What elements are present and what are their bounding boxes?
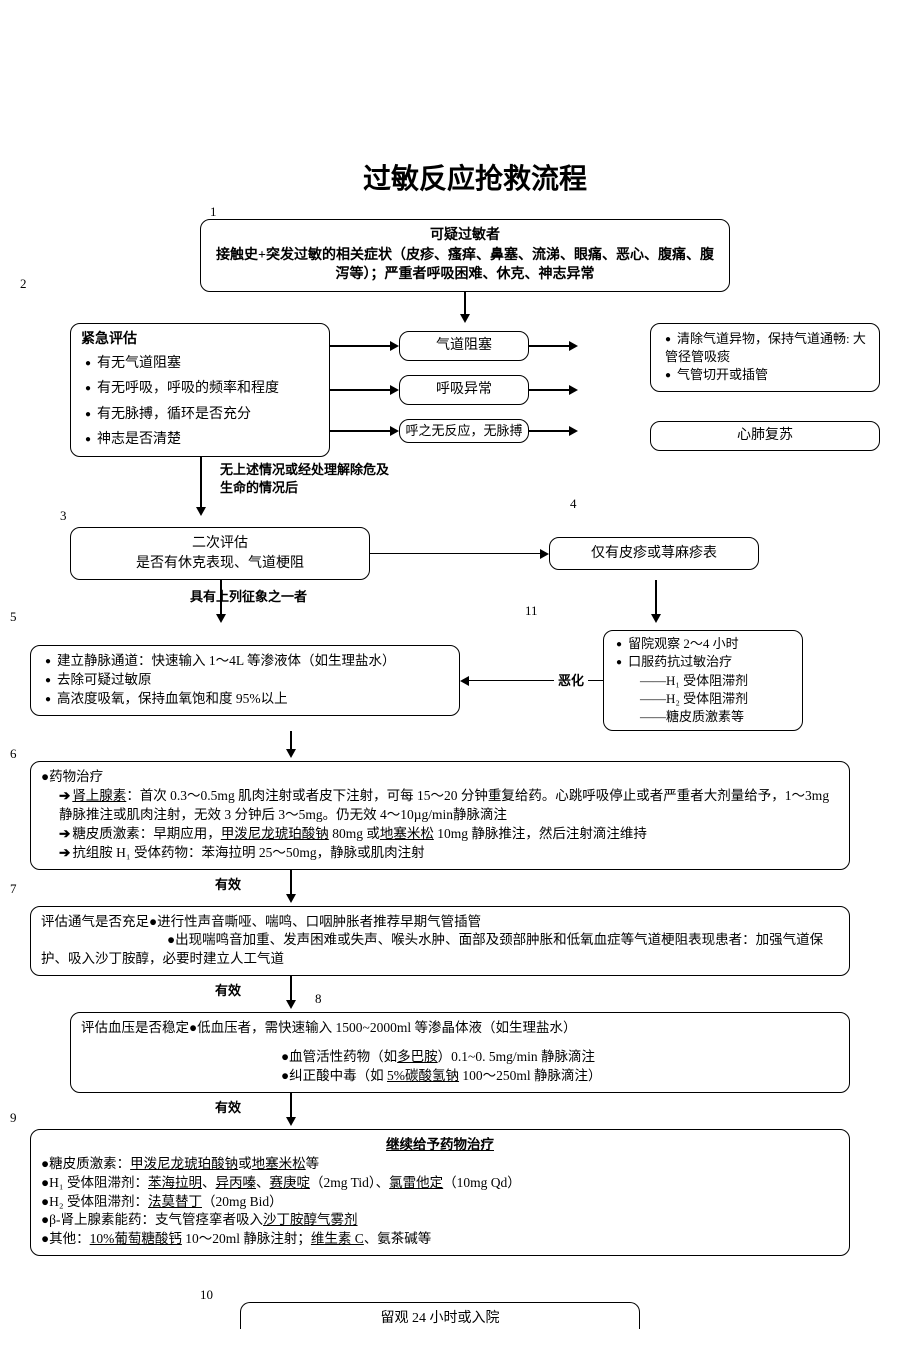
urgent-eval-item: 有无气道阻塞 <box>85 354 319 374</box>
c-li2-pre: H₁ 受体阻滞剂： <box>49 1175 148 1190</box>
bp-i3-u: 5%碳酸氢钠 <box>387 1068 459 1083</box>
iv-item: 建立静脉通道：快速输入 1～4L 等渗液体（如生理盐水） <box>45 652 449 671</box>
c-li3-post: （20mg Bid） <box>202 1194 283 1209</box>
num-5: 5 <box>10 608 17 626</box>
num-2: 2 <box>20 275 27 293</box>
urgent-eval-item: 有无呼吸，呼吸的频率和程度 <box>85 379 319 399</box>
box-continue-drug: 继续给予药物治疗 ●糖皮质激素：甲泼尼龙琥珀酸钠或地塞米松等 ●H₁ 受体阻滞剂… <box>30 1129 850 1256</box>
box-iv-o2: 建立静脉通道：快速输入 1～4L 等渗液体（如生理盐水） 去除可疑过敏原 高浓度… <box>30 645 460 716</box>
c-li1-u1: 甲泼尼龙琥珀酸钠 <box>130 1156 238 1171</box>
num-11: 11 <box>525 602 538 620</box>
airway-action-item: 气管切开或插管 <box>665 366 869 384</box>
box-urgent-eval: 紧急评估 有无气道阻塞 有无呼吸，呼吸的频率和程度 有无脉搏，循环是否充分 神志… <box>70 323 330 457</box>
drug2-u1: 甲泼尼龙琥珀酸钠 <box>221 826 329 841</box>
observe-item: 留院观察 2～4 小时 <box>616 635 794 653</box>
box-observe: 留院观察 2～4 小时 口服药抗过敏治疗 ——H₁ 受体阻滞剂 ——H₂ 受体阻… <box>603 630 803 731</box>
bp-i2-pre: 血管活性药物（如 <box>289 1049 397 1064</box>
c-li2-u3: 赛庚啶 <box>270 1175 311 1190</box>
box-second-eval: 二次评估 是否有休克表现、气道梗阻 <box>70 527 370 580</box>
note-after-urgent: 无上述情况或经处理解除危及生命的情况后 <box>220 461 400 497</box>
label-effective-1: 有效 <box>215 876 241 894</box>
c-li1-u2: 地塞米松 <box>252 1156 306 1171</box>
c-li3-pre: H₂ 受体阻滞剂： <box>49 1194 148 1209</box>
airway-action-item: 清除气道异物，保持气道通畅: 大管径管吸痰 <box>665 330 869 366</box>
bp-lead: 评估血压是否稳定 <box>81 1020 189 1035</box>
urgent-eval-title: 紧急评估 <box>81 330 319 350</box>
drug1-label: 肾上腺素 <box>72 788 126 803</box>
drug3: 抗组胺 H₁ 受体药物：苯海拉明 25～50mg，静脉或肌肉注射 <box>59 844 839 863</box>
drug2-u2: 地塞米松 <box>380 826 434 841</box>
drug2-mid2: 10mg 静脉推注，然后注射滴注维持 <box>434 826 647 841</box>
second-eval-l2: 是否有休克表现、气道梗阻 <box>81 554 359 574</box>
urgent-eval-item: 神志是否清楚 <box>85 430 319 450</box>
urgent-eval-list: 有无气道阻塞 有无呼吸，呼吸的频率和程度 有无脉搏，循环是否充分 神志是否清楚 <box>81 354 319 450</box>
bp-i3-post: 100～250ml 静脉滴注） <box>459 1068 602 1083</box>
num-7: 7 <box>10 880 17 898</box>
box-airway-eval: 评估通气是否充足●进行性声音嘶哑、喘鸣、口咽肿胀者推荐早期气管插管 ●出现喘鸣音… <box>30 906 850 977</box>
c-li5-u2: 维生素 C <box>311 1231 364 1246</box>
label-effective-2: 有效 <box>215 982 241 1000</box>
node-breath: 呼吸异常 <box>399 375 529 405</box>
node-noresp: 呼之无反应，无脉搏 <box>399 419 529 443</box>
label-effective-3: 有效 <box>215 1099 241 1117</box>
c-li2-mid: （2mg Tid）、 <box>310 1175 389 1190</box>
drug-title: 药物治疗 <box>49 769 103 784</box>
c-li5-mid: 10～20ml 静脉注射； <box>182 1231 311 1246</box>
c-li4-u: 沙丁胺醇气雾剂 <box>263 1212 358 1227</box>
num-3: 3 <box>60 507 67 525</box>
iv-item: 去除可疑过敏原 <box>45 671 449 690</box>
box-admit: 留观 24 小时或入院 <box>240 1302 640 1329</box>
drug1-body: ：首次 0.3～0.5mg 肌肉注射或者皮下注射，可每 15～20 分钟重复给药… <box>59 788 829 822</box>
observe-item: 口服药抗过敏治疗 <box>616 653 794 671</box>
num-4: 4 <box>570 495 577 513</box>
c-li2-post: （10mg Qd） <box>443 1175 521 1190</box>
box-cpr: 心肺复苏 <box>650 421 880 451</box>
page-title: 过敏反应抢救流程 <box>70 160 880 199</box>
box-suspect: 可疑过敏者 接触史+突发过敏的相关症状（皮疹、瘙痒、鼻塞、流涕、眼痛、恶心、腹痛… <box>200 219 730 292</box>
bp-i3-pre: 纠正酸中毒（如 <box>289 1068 387 1083</box>
c-li2-u1: 苯海拉明 <box>148 1175 202 1190</box>
c-li2-u2: 异丙嗪 <box>216 1175 257 1190</box>
c-li5-pre: 其他： <box>49 1231 90 1246</box>
c-li2-s1: 、 <box>202 1175 216 1190</box>
c-li1-pre: 糖皮质激素： <box>49 1156 130 1171</box>
box-airway-actions: 清除气道异物，保持气道通畅: 大管径管吸痰 气管切开或插管 <box>650 323 880 392</box>
observe-sub: ——H₁ 受体阻滞剂 <box>640 672 794 690</box>
c-li1-post: 等 <box>306 1156 320 1171</box>
c-li1-mid: 或 <box>238 1156 252 1171</box>
box-drug-therapy: ●药物治疗 肾上腺素：首次 0.3～0.5mg 肌肉注射或者皮下注射，可每 15… <box>30 761 850 869</box>
observe-sub: ——糖皮质激素等 <box>640 708 794 726</box>
c-li5-post: 、氨茶碱等 <box>364 1231 432 1246</box>
c-li5-u1: 10%葡萄糖酸钙 <box>90 1231 182 1246</box>
c-li3-u: 法莫替丁 <box>148 1194 202 1209</box>
drug2-mid1: 80mg 或 <box>329 826 380 841</box>
c-li2-s2: 、 <box>256 1175 270 1190</box>
continue-title: 继续给予药物治疗 <box>41 1136 839 1155</box>
box-bp-eval: 评估血压是否稳定●低血压者，需快速输入 1500~2000ml 等渗晶体液（如生… <box>70 1012 850 1093</box>
airway-i2: 出现喘鸣音加重、发声困难或失声、喉头水肿、面部及颈部肿胀和低氧血症等气道梗阻表现… <box>41 932 823 966</box>
node-airway: 气道阻塞 <box>399 331 529 361</box>
bp-i1: 低血压者，需快速输入 1500~2000ml 等渗晶体液（如生理盐水） <box>197 1020 576 1035</box>
box-suspect-body: 接触史+突发过敏的相关症状（皮疹、瘙痒、鼻塞、流涕、眼痛、恶心、腹痛、腹泻等）；… <box>211 246 719 285</box>
box-suspect-title: 可疑过敏者 <box>211 226 719 246</box>
iv-item: 高浓度吸氧，保持血氧饱和度 95%以上 <box>45 690 449 709</box>
num-8: 8 <box>315 990 322 1008</box>
box-skin-only: 仅有皮疹或荨麻疹表 <box>549 537 759 571</box>
c-li4-pre: β-肾上腺素能药：支气管痉挛者吸入 <box>49 1212 263 1227</box>
label-has-signs: 具有上列征象之一者 <box>190 588 307 606</box>
bp-i2-u: 多巴胺 <box>397 1049 438 1064</box>
label-worsen: 恶化 <box>558 672 584 690</box>
urgent-eval-item: 有无脉搏，循环是否充分 <box>85 405 319 425</box>
airway-i1: 进行性声音嘶哑、喘鸣、口咽肿胀者推荐早期气管插管 <box>157 914 481 929</box>
num-9: 9 <box>10 1109 17 1127</box>
observe-sub: ——H₂ 受体阻滞剂 <box>640 690 794 708</box>
drug2-pre: 糖皮质激素：早期应用， <box>72 826 221 841</box>
bp-i2-post: ）0.1~0. 5mg/min 静脉滴注 <box>438 1049 595 1064</box>
second-eval-l1: 二次评估 <box>81 534 359 554</box>
airway-lead: 评估通气是否充足 <box>41 914 149 929</box>
c-li2-u4: 氯雷他定 <box>389 1175 443 1190</box>
num-6: 6 <box>10 745 17 763</box>
